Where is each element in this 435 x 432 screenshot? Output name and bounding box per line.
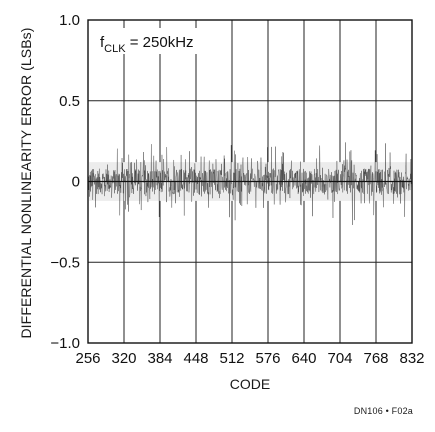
x-tick-label: 704 xyxy=(327,350,352,367)
y-tick-label: −0.5 xyxy=(50,254,80,271)
dnl-series-line xyxy=(87,142,413,225)
dnl-trace xyxy=(87,142,413,225)
x-tick-labels: 256 320 384 448 512 576 640 704 768 832 xyxy=(75,350,424,367)
x-tick-label: 384 xyxy=(147,350,172,367)
x-tick-label: 768 xyxy=(363,350,388,367)
annotation-sub: CLK xyxy=(104,43,126,55)
annotation-rest: = 250kHz xyxy=(126,34,194,51)
y-tick-label: 0.5 xyxy=(59,93,80,110)
x-tick-label: 640 xyxy=(291,350,316,367)
x-tick-label: 832 xyxy=(399,350,424,367)
y-axis-label: DIFFERENTIAL NONLINEARITY ERROR (LSBs) xyxy=(18,27,34,339)
x-tick-label: 320 xyxy=(111,350,136,367)
x-tick-label: 448 xyxy=(183,350,208,367)
figure-id: DN106 • F02a xyxy=(353,406,413,416)
y-tick-labels: 1.0 0.5 0 −0.5 −1.0 xyxy=(50,12,80,352)
x-axis-label: CODE xyxy=(229,376,271,392)
y-tick-label: 1.0 xyxy=(59,12,80,29)
annotation-main: f xyxy=(100,34,105,51)
y-tick-label: −1.0 xyxy=(50,335,80,352)
y-tick-label: 0 xyxy=(72,174,80,191)
x-tick-label: 576 xyxy=(255,350,280,367)
annotation: fCLK = 250kHz xyxy=(100,34,194,55)
annotation-bg xyxy=(96,28,204,54)
x-tick-label: 256 xyxy=(75,350,100,367)
plot-frame xyxy=(87,19,413,344)
x-tick-label: 512 xyxy=(219,350,244,367)
